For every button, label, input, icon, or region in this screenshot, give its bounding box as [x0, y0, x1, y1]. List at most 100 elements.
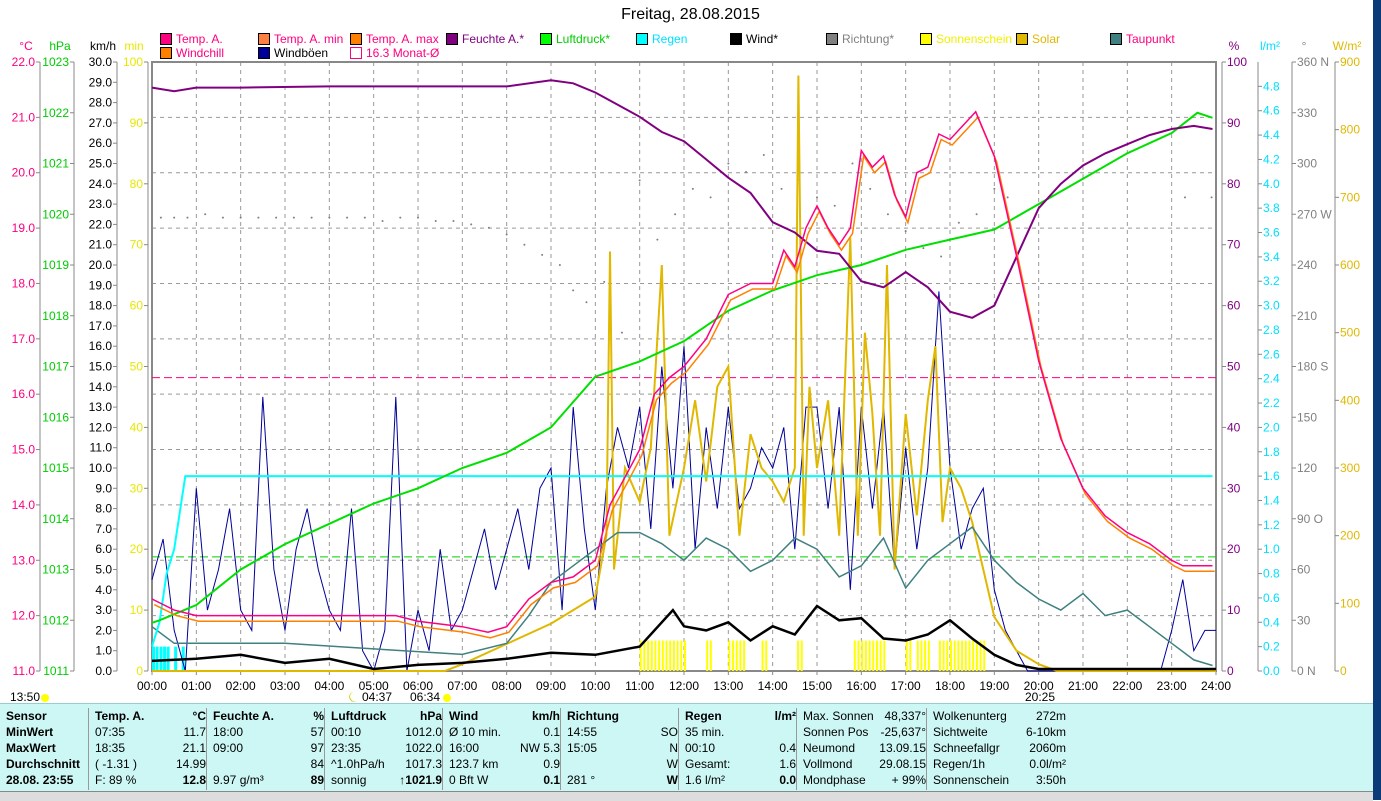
legend-item: Wind*	[730, 32, 778, 46]
sunshine-bar	[975, 640, 978, 671]
legend-label: Wind*	[746, 32, 779, 46]
wind-axis-unit: km/h	[90, 39, 116, 53]
col-press: Luftdruck hPa 00:10 1012.0 23:35 1022.0 ^1.0hP…	[324, 708, 442, 790]
sunshine-bar	[797, 640, 800, 671]
hum-tick-label: 60	[1227, 299, 1241, 313]
direction-point	[328, 216, 331, 219]
temp-tick-label: 17.0	[12, 332, 36, 346]
direction-point	[523, 243, 526, 246]
col-head: Luftdruck hPa	[331, 709, 442, 723]
solar-tick-label: 900	[1340, 55, 1360, 69]
table-row: Gesamt: 1.6	[685, 757, 796, 771]
temp-tick-label: 19.0	[12, 221, 36, 235]
rain-tick-label: 1.2	[1263, 518, 1280, 532]
rain-tick-label: 2.4	[1263, 372, 1280, 386]
pressure-tick-label: 1014	[42, 512, 69, 526]
sunshine-bar	[853, 640, 856, 671]
direction-point	[239, 216, 242, 219]
direction-point	[505, 233, 508, 236]
col-wind: Wind km/h Ø 10 min. 0.1 16:00 NW 5.3 123.7 km 0…	[442, 708, 560, 790]
solar-line	[152, 75, 1216, 672]
sunshine-bar	[639, 640, 642, 671]
x-tick-label: 10:00	[580, 679, 610, 693]
direction-point	[691, 187, 694, 190]
table-row: Ø 10 min. 0.1	[449, 725, 560, 739]
hum-tick-label: 30	[1227, 481, 1241, 495]
wind-tick-label: 13.0	[89, 400, 113, 414]
sunshine-bar	[983, 640, 986, 671]
hum-tick-label: 20	[1227, 542, 1241, 556]
legend-label: Feuchte A.*	[462, 32, 525, 46]
sunshine-bar	[946, 640, 949, 671]
pressure-tick-label: 1015	[42, 461, 69, 475]
sunshine-bar	[654, 640, 657, 671]
table-row: 07:35 11.7	[95, 725, 206, 739]
rain-tick-label: 0.8	[1263, 567, 1280, 581]
hum-tick-label: 100	[1227, 55, 1247, 69]
sunshine-bar	[957, 640, 960, 671]
wind-tick-label: 28.0	[89, 96, 113, 110]
wind-tick-label: 5.0	[95, 563, 112, 577]
direction-point	[541, 253, 544, 256]
legend-label: Luftdruck*	[556, 32, 611, 46]
direction-point	[363, 216, 366, 219]
col-head: Wind km/h	[449, 709, 560, 723]
sunshine-bar	[883, 640, 886, 671]
sunshine-bar	[924, 640, 927, 671]
pressure-line	[151, 111, 1213, 624]
direction-point	[1183, 196, 1186, 199]
direction-point	[904, 230, 907, 233]
legend-label: Taupunkt	[1126, 32, 1175, 46]
sunshine-bar	[864, 640, 867, 671]
row-label: MinWert	[6, 725, 54, 739]
direction-point	[399, 216, 402, 219]
dir-tick-label: 240	[1297, 258, 1317, 272]
direction-point	[452, 220, 455, 223]
temp-axis-unit: °C	[19, 39, 33, 53]
sunshine-bar	[735, 640, 738, 671]
direction-point	[940, 255, 943, 258]
rain-bar	[159, 646, 163, 671]
solar-tick-label: 300	[1340, 461, 1360, 475]
wind-tick-label: 20.0	[89, 258, 113, 272]
pressure-tick-label: 1019	[42, 258, 69, 272]
direction-point	[709, 196, 712, 199]
sunshine-bar	[861, 640, 864, 671]
legend-swatch	[258, 33, 270, 45]
x-tick-label: 15:00	[802, 679, 832, 693]
legend-swatch	[636, 33, 648, 45]
table-row: Regen/1h 0.0l/m²	[933, 757, 1066, 771]
temp-max-line	[153, 116, 1215, 639]
pressure-tick-label: 1012	[42, 613, 69, 627]
table-row: 15:05 N	[567, 741, 678, 755]
rain-tick-label: 1.8	[1263, 445, 1280, 459]
table-row: 123.7 km 0.9	[449, 757, 560, 771]
legend-swatch	[826, 33, 838, 45]
direction-point	[603, 280, 606, 283]
x-tick-label: 01:00	[181, 679, 211, 693]
legend-swatch	[350, 47, 362, 59]
legend-swatch	[350, 33, 362, 45]
temp-tick-label: 16.0	[12, 387, 36, 401]
rain-tick-label: 4.0	[1263, 177, 1280, 191]
rain-tick-label: 1.6	[1263, 469, 1280, 483]
sunshine-bar	[658, 640, 661, 671]
table-row: 1.6 l/m² 0.0	[685, 773, 796, 787]
col-rain: Regen l/m² 35 min. 00:10 0.4 Gesamt: 1.6 1.6 l/…	[678, 708, 796, 790]
x-tick-label: 03:00	[270, 679, 300, 693]
x-tick-label: 12:00	[669, 679, 699, 693]
sunshine-bar	[669, 640, 672, 671]
col-head: Temp. A. °C	[95, 709, 206, 723]
sunshine-bar	[800, 640, 803, 671]
table-row: 18:35 21.1	[95, 741, 206, 755]
direction-point	[257, 216, 260, 219]
rain-tick-label: 3.6	[1263, 226, 1280, 240]
rain-tick-label: 4.4	[1263, 128, 1280, 142]
sunshine-bar	[765, 640, 768, 671]
sun-tick-label: 30	[130, 481, 144, 495]
legend-item: Windchill	[160, 46, 224, 60]
wind-tick-label: 9.0	[95, 481, 112, 495]
direction-point	[1210, 196, 1213, 199]
temp-tick-label: 20.0	[12, 166, 36, 180]
dir-tick-label: 360 N	[1297, 55, 1329, 69]
